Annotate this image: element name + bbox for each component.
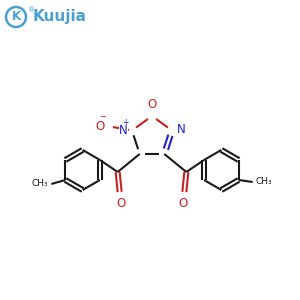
Text: N: N xyxy=(119,124,128,137)
Text: O: O xyxy=(179,197,188,210)
Text: N: N xyxy=(177,123,186,136)
Text: Kuujia: Kuujia xyxy=(33,8,87,23)
Text: O: O xyxy=(96,120,105,133)
Text: O: O xyxy=(116,197,125,210)
Text: K: K xyxy=(11,11,21,23)
Text: CH₃: CH₃ xyxy=(256,178,272,187)
Text: −: − xyxy=(99,112,106,122)
Text: CH₃: CH₃ xyxy=(32,179,48,188)
Text: +: + xyxy=(123,118,129,127)
Text: O: O xyxy=(147,98,157,111)
Text: ®: ® xyxy=(28,7,35,13)
